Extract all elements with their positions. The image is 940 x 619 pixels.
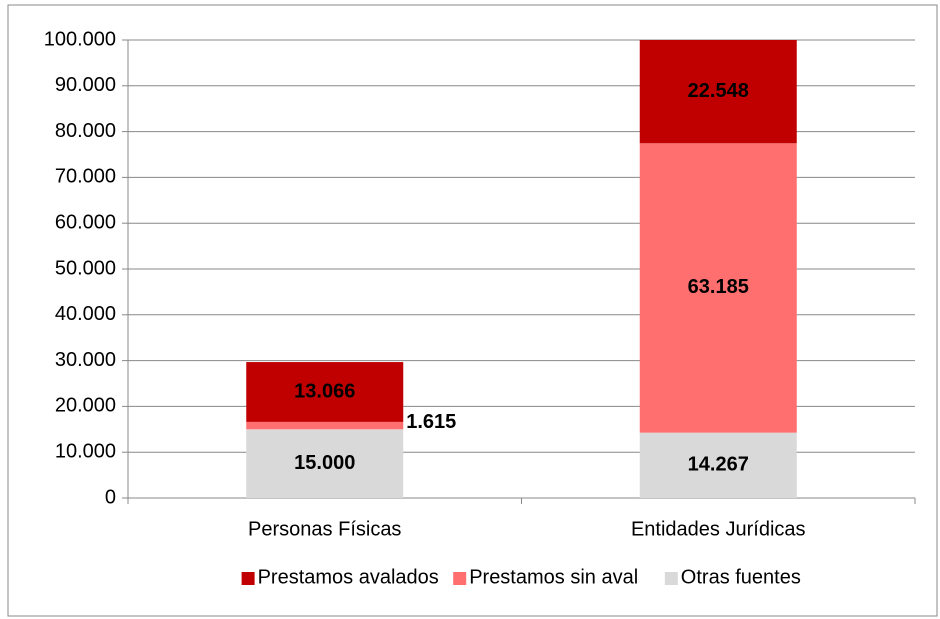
y-tick-label: 40.000	[55, 303, 116, 325]
data-label: 1.615	[406, 411, 456, 433]
y-tick-label: 100.000	[44, 28, 116, 50]
data-label: 14.267	[688, 454, 749, 476]
y-tick-label: 70.000	[55, 166, 116, 188]
y-tick-label: 10.000	[55, 440, 116, 462]
x-tick-label: Personas Físicas	[248, 518, 401, 540]
y-tick-label: 90.000	[55, 74, 116, 96]
data-label: 13.066	[294, 380, 355, 402]
legend-label: Prestamos avalados	[258, 566, 439, 588]
y-tick-label: 0	[105, 486, 116, 508]
legend-label: Otras fuentes	[681, 566, 801, 588]
bar-segment	[246, 429, 404, 498]
legend-swatch	[453, 572, 467, 585]
data-label: 22.548	[688, 80, 749, 102]
y-tick-label: 80.000	[55, 120, 116, 142]
y-tick-label: 60.000	[55, 211, 116, 233]
y-tick-label: 30.000	[55, 349, 116, 371]
legend-swatch	[241, 572, 255, 585]
data-label: 15.000	[294, 452, 355, 474]
y-tick-label: 20.000	[55, 395, 116, 417]
data-label: 63.185	[688, 276, 749, 298]
x-tick-label: Entidades Jurídicas	[631, 518, 806, 540]
bar-segment	[639, 40, 797, 144]
bar-segment	[639, 143, 797, 433]
bar-segment	[246, 421, 404, 430]
bar-segment	[639, 432, 797, 498]
bar-segment	[246, 362, 404, 422]
legend-swatch	[664, 572, 678, 585]
y-tick-label: 50.000	[55, 257, 116, 279]
legend-label: Prestamos sin aval	[469, 566, 638, 588]
